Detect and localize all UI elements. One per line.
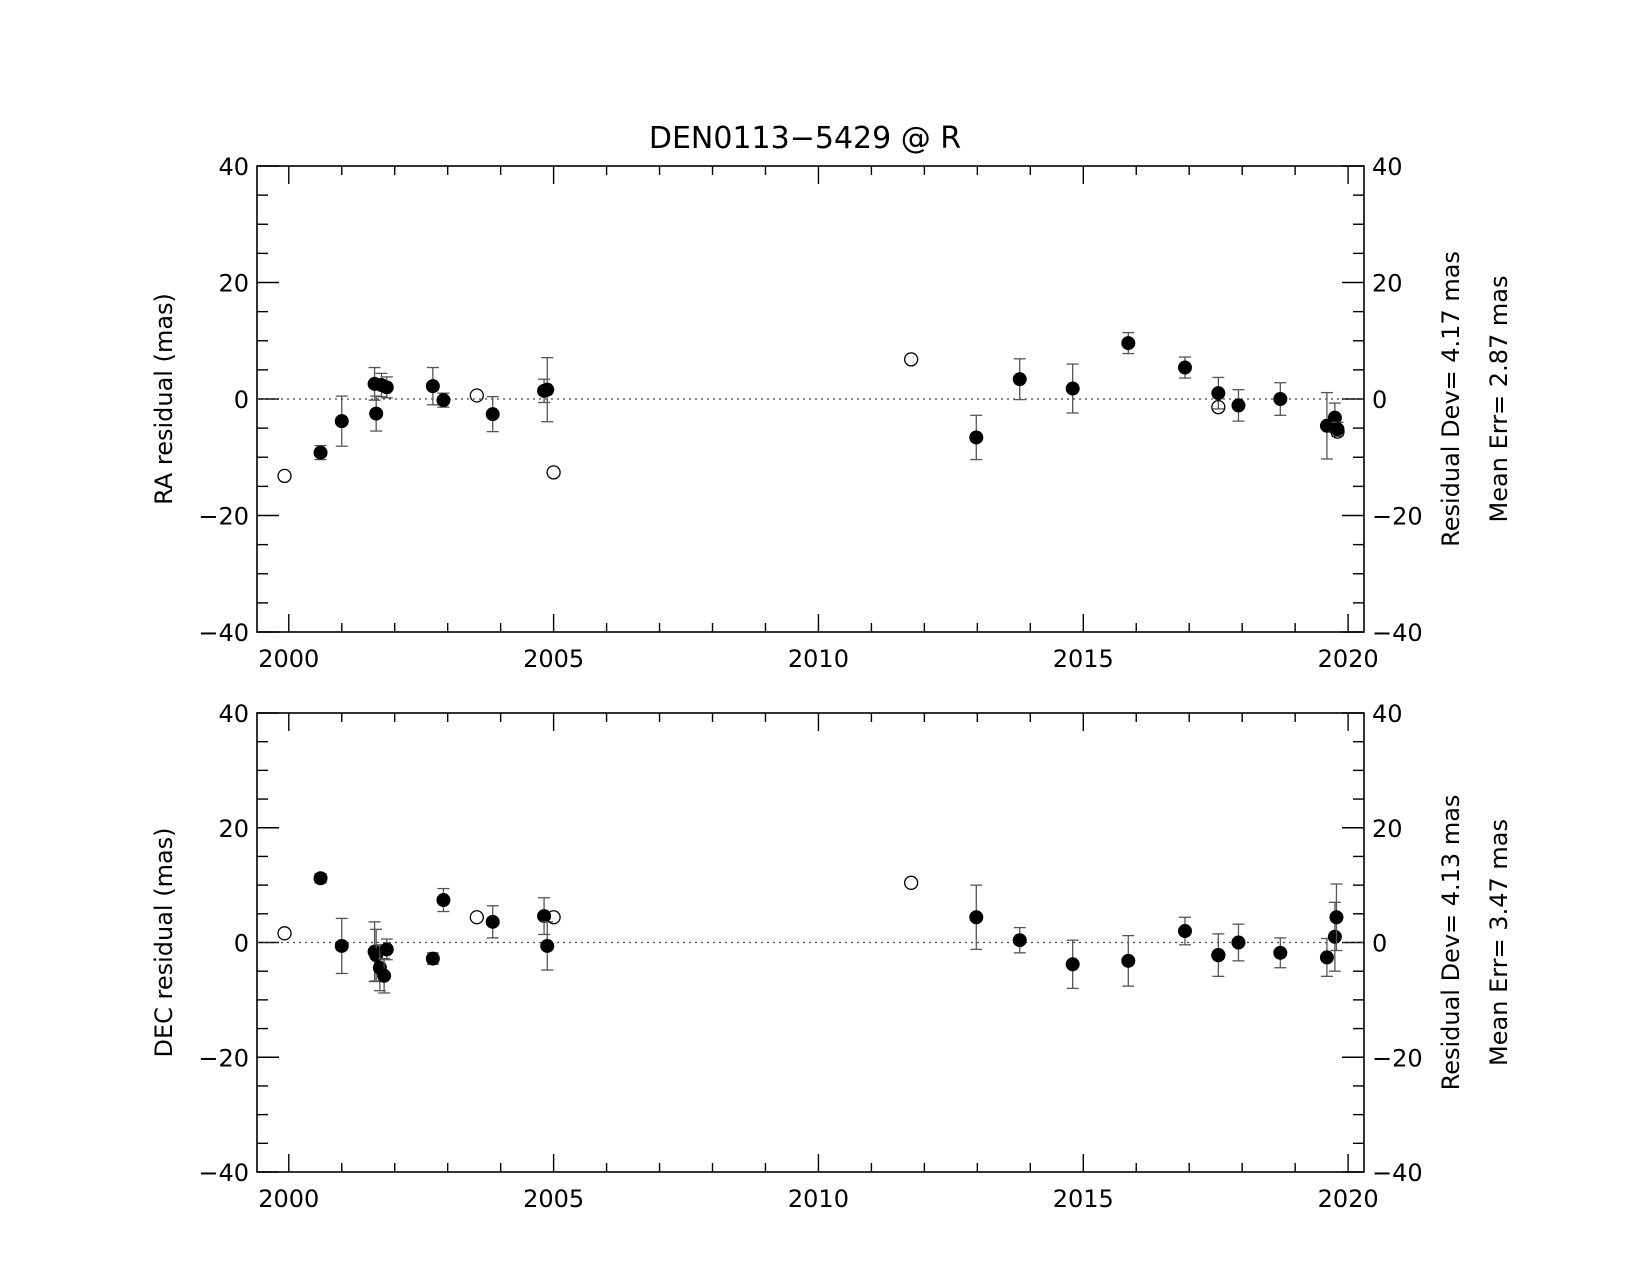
data-point-filled — [334, 938, 349, 953]
residual-dev-text: Residual Dev= 4.17 mas — [1437, 251, 1465, 547]
y-tick-label-left: 20 — [218, 270, 249, 298]
data-point-filled — [1231, 398, 1246, 413]
x-tick-label: 2000 — [258, 1185, 319, 1213]
y-tick-label-left: 40 — [218, 700, 249, 728]
y-axis-label: RA residual (mas) — [150, 293, 178, 505]
data-point-open — [277, 468, 292, 484]
data-point-filled — [1231, 935, 1246, 950]
data-point-open — [277, 926, 292, 941]
data-point-open — [1211, 400, 1226, 415]
data-point-filled — [485, 407, 500, 422]
y-tick-label-right: 0 — [1372, 930, 1387, 958]
y-tick-label-left: −20 — [198, 503, 249, 531]
data-point-open — [903, 352, 919, 367]
data-point-filled — [379, 380, 394, 395]
data-point-open — [546, 910, 561, 925]
x-tick-label: 2020 — [1318, 1185, 1379, 1213]
data-point-filled — [1065, 381, 1080, 396]
data-point-filled — [969, 430, 984, 445]
mean-err-text: Mean Err= 3.47 mas — [1485, 819, 1513, 1066]
data-point-filled — [334, 414, 349, 429]
y-tick-label-right: 20 — [1372, 815, 1403, 843]
data-point-filled — [377, 968, 392, 983]
data-point-open — [469, 388, 484, 403]
data-point-filled — [540, 382, 555, 397]
data-point-filled — [1211, 386, 1226, 401]
data-point-open — [1211, 947, 1226, 963]
data-point-filled — [1121, 336, 1136, 351]
data-point-open — [546, 465, 561, 480]
data-point-filled — [969, 910, 984, 925]
y-tick-label-left: −20 — [198, 1044, 249, 1072]
data-point-filled — [425, 951, 440, 966]
data-point-filled — [369, 406, 384, 421]
residual-dev-text: Residual Dev= 4.13 mas — [1437, 795, 1465, 1091]
y-tick-label-right: 20 — [1372, 270, 1403, 298]
x-tick-label: 2000 — [258, 645, 319, 673]
data-point-filled — [540, 938, 555, 953]
y-tick-label-right: 0 — [1372, 386, 1387, 414]
data-point-filled — [485, 914, 500, 929]
data-point-filled — [379, 942, 394, 957]
data-point-filled — [1012, 933, 1027, 948]
x-tick-label: 2005 — [523, 645, 584, 673]
y-tick-label-right: 40 — [1372, 153, 1403, 181]
y-tick-label-right: −20 — [1372, 1044, 1423, 1072]
y-tick-label-right: −40 — [1372, 1159, 1423, 1187]
data-point-filled — [1273, 392, 1288, 406]
data-point-filled — [1327, 929, 1342, 944]
y-tick-label-right: −40 — [1372, 619, 1423, 647]
y-axis-label: DEC residual (mas) — [150, 827, 178, 1057]
y-tick-label-left: 40 — [218, 153, 249, 181]
data-point-filled — [436, 393, 451, 408]
mean-err-text: Mean Err= 2.87 mas — [1485, 276, 1513, 523]
data-point-filled — [313, 871, 328, 886]
x-tick-label: 2020 — [1318, 645, 1379, 673]
dec-residual-panel: 2000 2005 2010 2015 2020−40 −40−20 −200 020 2040… — [150, 700, 1513, 1213]
y-tick-label-left: −40 — [198, 1159, 249, 1187]
y-tick-label-right: 40 — [1372, 700, 1403, 728]
data-point-filled — [1273, 945, 1288, 960]
data-point-filled — [1177, 360, 1192, 375]
data-point-open — [1330, 424, 1345, 439]
ra-residual-panel: 2000 2005 2010 2015 2020−40 −40−20 −200 020 2040… — [150, 153, 1513, 673]
x-tick-label: 2005 — [523, 1185, 584, 1213]
data-point-open — [903, 875, 919, 890]
x-tick-label: 2015 — [1053, 645, 1114, 673]
data-point-filled — [1177, 924, 1192, 939]
data-point-filled — [1065, 957, 1080, 972]
x-tick-label: 2015 — [1053, 1185, 1114, 1213]
data-point-filled — [425, 379, 440, 394]
y-tick-label-left: 20 — [218, 815, 249, 843]
y-tick-label-right: −20 — [1372, 503, 1423, 531]
y-tick-label-left: −40 — [198, 619, 249, 647]
data-point-filled — [436, 893, 451, 908]
data-point-filled — [1319, 950, 1334, 965]
data-point-open — [469, 910, 484, 925]
x-tick-label: 2010 — [788, 645, 849, 673]
y-tick-label-left: 0 — [234, 930, 249, 958]
data-point-filled — [1121, 953, 1136, 968]
data-point-filled — [313, 445, 328, 460]
data-point-filled — [1012, 372, 1027, 387]
y-tick-label-left: 0 — [234, 386, 249, 414]
chart-title: DEN0113−5429 @ R — [649, 121, 961, 156]
x-tick-label: 2010 — [788, 1185, 849, 1213]
data-point-filled — [1329, 910, 1344, 925]
